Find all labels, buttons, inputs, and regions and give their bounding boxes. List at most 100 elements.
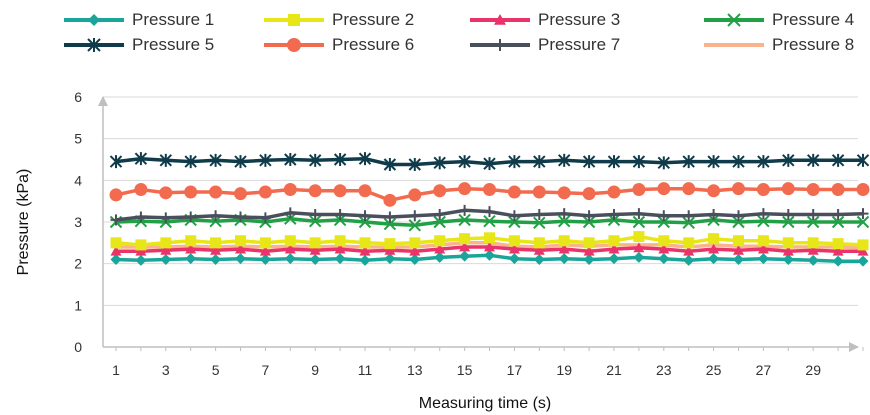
y-tick-label: 5 xyxy=(74,131,82,147)
data-point xyxy=(732,182,745,196)
data-point xyxy=(831,215,845,229)
legend-label: Pressure 6 xyxy=(332,35,415,54)
legend-swatch xyxy=(704,13,764,27)
data-point xyxy=(807,254,819,266)
data-point xyxy=(210,244,222,255)
data-point xyxy=(159,153,173,167)
data-point xyxy=(832,238,844,250)
series-layer xyxy=(109,152,870,267)
data-point xyxy=(856,183,870,196)
data-point xyxy=(558,253,570,265)
data-point xyxy=(508,243,520,254)
y-tick-label: 4 xyxy=(74,172,82,188)
x-tick-label: 29 xyxy=(805,362,821,378)
data-point xyxy=(384,211,396,223)
data-point xyxy=(707,155,720,169)
data-point xyxy=(583,210,595,222)
x-axis-arrow xyxy=(849,342,859,352)
data-point xyxy=(358,215,372,229)
data-point xyxy=(657,156,671,170)
data-point xyxy=(782,254,794,265)
data-point xyxy=(483,214,496,228)
data-point xyxy=(831,153,845,167)
data-point xyxy=(308,184,322,198)
legend-label: Pressure 2 xyxy=(332,10,415,29)
data-point xyxy=(857,239,869,251)
y-tick-label: 3 xyxy=(74,214,82,230)
x-tick-label: 3 xyxy=(162,362,170,378)
data-point xyxy=(234,155,247,169)
x-tick-label: 23 xyxy=(656,362,672,378)
data-point xyxy=(633,242,645,253)
data-point xyxy=(532,185,546,199)
data-point xyxy=(284,153,297,166)
data-point xyxy=(135,211,147,223)
data-point xyxy=(484,232,495,244)
y-tick-label: 0 xyxy=(74,339,82,355)
data-point xyxy=(288,14,300,26)
data-point xyxy=(507,185,521,199)
data-point xyxy=(184,185,198,199)
data-point xyxy=(458,213,471,227)
data-point xyxy=(733,210,744,222)
data-point xyxy=(185,253,197,265)
data-point xyxy=(434,209,446,220)
legend-item: Pressure 3 xyxy=(468,8,620,32)
data-point xyxy=(633,251,645,263)
data-point xyxy=(434,243,446,254)
y-tick-label: 6 xyxy=(74,89,82,105)
data-point xyxy=(209,185,223,199)
x-tick-label: 9 xyxy=(311,362,319,378)
data-point xyxy=(806,183,820,196)
axes xyxy=(98,96,864,352)
data-point xyxy=(807,209,819,220)
legend-item: Pressure 2 xyxy=(262,8,414,32)
x-axis-title: Measuring time (s) xyxy=(419,395,551,412)
data-point xyxy=(383,217,397,231)
data-point xyxy=(234,187,247,201)
data-point xyxy=(110,214,122,226)
data-point xyxy=(683,210,695,222)
data-point xyxy=(782,153,795,167)
data-point xyxy=(334,235,346,247)
x-tick-label: 11 xyxy=(358,362,373,378)
legend-label: Pressure 3 xyxy=(538,10,621,29)
data-point xyxy=(309,244,321,255)
data-point xyxy=(533,237,545,249)
data-point xyxy=(608,253,620,265)
data-point xyxy=(308,153,322,167)
data-point xyxy=(259,245,271,256)
data-point xyxy=(259,254,271,265)
data-point xyxy=(409,254,421,265)
data-point xyxy=(508,155,521,169)
legend-swatch xyxy=(264,14,324,26)
data-point xyxy=(185,243,197,254)
data-point xyxy=(533,244,545,255)
x-tick-label: 21 xyxy=(606,362,622,378)
data-point xyxy=(558,208,570,220)
data-point xyxy=(658,235,670,247)
data-point xyxy=(757,243,769,254)
data-point xyxy=(607,155,621,169)
data-point xyxy=(210,210,222,222)
legend-item: Pressure 7 xyxy=(468,33,620,57)
data-point xyxy=(184,155,197,169)
data-point xyxy=(159,186,173,200)
data-point xyxy=(483,183,496,196)
data-point xyxy=(433,215,446,229)
x-tick-label: 19 xyxy=(556,362,572,378)
legend: Pressure 1 Pressure 2 Pressure 3 Pressure 4… xyxy=(0,0,870,64)
data-point xyxy=(682,155,695,169)
data-point xyxy=(109,188,123,202)
data-point xyxy=(134,183,148,196)
data-point xyxy=(334,209,346,220)
data-point xyxy=(756,183,770,196)
data-point xyxy=(135,239,147,251)
data-point xyxy=(607,185,621,199)
data-point xyxy=(733,235,744,247)
data-point xyxy=(831,183,845,196)
data-point xyxy=(782,215,795,229)
data-point xyxy=(408,158,422,171)
data-point xyxy=(583,254,595,265)
data-point xyxy=(632,183,646,196)
